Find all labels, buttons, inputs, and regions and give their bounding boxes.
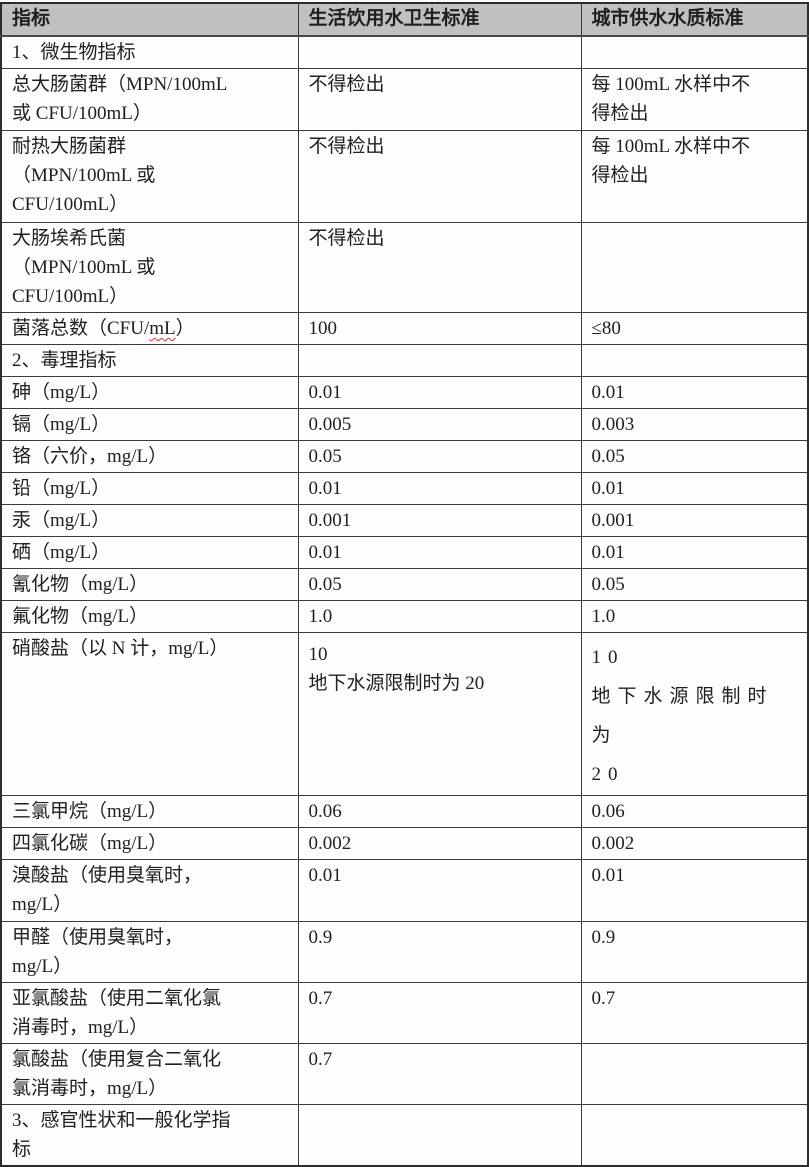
- drinking-water-standard-cell: 10 地下水源限制时为 20: [297, 632, 582, 796]
- indicator-cell: 溴酸盐（使用臭氧时， mg/L）: [0, 859, 299, 922]
- table-body: 1、微生物指标 总大肠菌群（MPN/100mL 或 CFU/100mL） 不得检…: [0, 35, 809, 1167]
- city-water-standard-cell: 每 100mL 水样中不 得检出: [580, 130, 809, 223]
- col-header-city-water-standard: 城市供水水质标准: [580, 2, 809, 37]
- drinking-water-standard-cell: 0.05: [297, 568, 582, 601]
- city-water-standard-cell: 0.7: [580, 982, 809, 1044]
- drinking-water-standard-cell: 0.01: [297, 376, 582, 409]
- section-title: 1、微生物指标: [0, 35, 299, 69]
- table-row: 总大肠菌群（MPN/100mL 或 CFU/100mL） 不得检出 每 100m…: [0, 68, 809, 131]
- city-water-standard-cell: [580, 1104, 809, 1167]
- indicator-cell: 砷（mg/L）: [0, 376, 299, 409]
- city-water-standard-cell: 每 100mL 水样中不 得检出: [580, 68, 809, 131]
- table-row: 硒（mg/L） 0.01 0.01: [0, 536, 809, 569]
- city-water-standard-cell: 10 地下水源限制时为 20: [580, 632, 809, 796]
- drinking-water-standard-cell: 不得检出: [297, 130, 582, 223]
- indicator-cell: 硒（mg/L）: [0, 536, 299, 569]
- indicator-cell: 汞（mg/L）: [0, 504, 299, 537]
- drinking-water-standard-cell: 100: [297, 312, 582, 345]
- indicator-cell: 甲醛（使用臭氧时， mg/L）: [0, 921, 299, 983]
- city-water-standard-cell: 0.001: [580, 504, 809, 537]
- indicator-cell: 三氯甲烷（mg/L）: [0, 795, 299, 828]
- table-row: 氟化物（mg/L） 1.0 1.0: [0, 600, 809, 633]
- drinking-water-standard-cell: 0.7: [297, 1043, 582, 1105]
- drinking-water-standard-cell: 0.06: [297, 795, 582, 828]
- table-header: 指标 生活饮用水卫生标准 城市供水水质标准: [0, 2, 809, 37]
- city-water-standard-cell: 0.05: [580, 568, 809, 601]
- table-row: 铅（mg/L） 0.01 0.01: [0, 472, 809, 505]
- table-row: 镉（mg/L） 0.005 0.003: [0, 408, 809, 441]
- table-row: 亚氯酸盐（使用二氧化氯 消毒时，mg/L） 0.7 0.7: [0, 982, 809, 1044]
- drinking-water-standard-cell: 0.9: [297, 921, 582, 983]
- drinking-water-standard-cell: 0.7: [297, 982, 582, 1044]
- col-header-drinking-water-standard: 生活饮用水卫生标准: [297, 2, 582, 37]
- drinking-water-standard-cell: 0.01: [297, 536, 582, 569]
- city-water-standard-cell: [580, 1043, 809, 1105]
- indicator-cell: 亚氯酸盐（使用二氧化氯 消毒时，mg/L）: [0, 982, 299, 1044]
- indicator-cell: 氟化物（mg/L）: [0, 600, 299, 633]
- city-water-standard-cell: 0.01: [580, 472, 809, 505]
- drinking-water-standard-cell: 不得检出: [297, 222, 582, 313]
- city-water-standard-cell: [580, 222, 809, 313]
- table-row: 氰化物（mg/L） 0.05 0.05: [0, 568, 809, 601]
- table-row: 溴酸盐（使用臭氧时， mg/L） 0.01 0.01: [0, 859, 809, 922]
- drinking-water-standard-cell: 1.0: [297, 600, 582, 633]
- drinking-water-standard-cell: 0.001: [297, 504, 582, 537]
- city-water-standard-cell: 0.01: [580, 376, 809, 409]
- table-row: 四氯化碳（mg/L） 0.002 0.002: [0, 827, 809, 860]
- city-water-standard-cell: 0.9: [580, 921, 809, 983]
- section-title: 2、毒理指标: [0, 344, 299, 377]
- section-row-sensory: 3、感官性状和一般化学指 标: [0, 1104, 809, 1167]
- table-row: 氯酸盐（使用复合二氧化 氯消毒时，mg/L） 0.7: [0, 1043, 809, 1105]
- city-water-standard-cell: 0.003: [580, 408, 809, 441]
- table-row: 汞（mg/L） 0.001 0.001: [0, 504, 809, 537]
- spellcheck-underline: mL: [149, 318, 176, 339]
- drinking-water-standard-cell: 0.005: [297, 408, 582, 441]
- section-row-toxicological: 2、毒理指标: [0, 344, 809, 377]
- city-water-standard-cell: ≤80: [580, 312, 809, 345]
- indicator-text: ）: [175, 318, 195, 339]
- indicator-text: 菌落总数（CFU/: [12, 318, 150, 339]
- drinking-water-standard-cell: 不得检出: [297, 68, 582, 131]
- drinking-water-standard-cell: 0.002: [297, 827, 582, 860]
- drinking-water-standard-cell: 0.05: [297, 440, 582, 473]
- table-row: 耐热大肠菌群 （MPN/100mL 或 CFU/100mL） 不得检出 每 10…: [0, 130, 809, 223]
- table-row: 砷（mg/L） 0.01 0.01: [0, 376, 809, 409]
- section-title: 3、感官性状和一般化学指 标: [0, 1104, 299, 1167]
- header-row: 指标 生活饮用水卫生标准 城市供水水质标准: [0, 2, 809, 37]
- city-water-standard-cell: 0.002: [580, 827, 809, 860]
- indicator-cell: 四氯化碳（mg/L）: [0, 827, 299, 860]
- city-water-standard-cell: 0.01: [580, 859, 809, 922]
- table-row: 甲醛（使用臭氧时， mg/L） 0.9 0.9: [0, 921, 809, 983]
- indicator-cell: 氰化物（mg/L）: [0, 568, 299, 601]
- drinking-water-standard-cell: [297, 344, 582, 377]
- indicator-cell: 镉（mg/L）: [0, 408, 299, 441]
- indicator-cell: 铅（mg/L）: [0, 472, 299, 505]
- table-row: 三氯甲烷（mg/L） 0.06 0.06: [0, 795, 809, 828]
- drinking-water-standard-cell: 0.01: [297, 859, 582, 922]
- city-water-standard-cell: [580, 344, 809, 377]
- indicator-cell: 总大肠菌群（MPN/100mL 或 CFU/100mL）: [0, 68, 299, 131]
- city-water-standard-cell: 1.0: [580, 600, 809, 633]
- indicator-cell: 氯酸盐（使用复合二氧化 氯消毒时，mg/L）: [0, 1043, 299, 1105]
- city-water-standard-cell: 0.06: [580, 795, 809, 828]
- table-row: 铬（六价，mg/L） 0.05 0.05: [0, 440, 809, 473]
- city-water-standard-cell: 0.01: [580, 536, 809, 569]
- table-row: 大肠埃希氏菌 （MPN/100mL 或 CFU/100mL） 不得检出: [0, 222, 809, 313]
- col-header-indicator: 指标: [0, 2, 299, 37]
- indicator-cell: 耐热大肠菌群 （MPN/100mL 或 CFU/100mL）: [0, 130, 299, 223]
- drinking-water-standard-cell: [297, 1104, 582, 1167]
- table-row: 硝酸盐（以 N 计，mg/L） 10 地下水源限制时为 20 10 地下水源限制…: [0, 632, 809, 796]
- table-row: 菌落总数（CFU/mL） 100 ≤80: [0, 312, 809, 345]
- indicator-cell: 硝酸盐（以 N 计，mg/L）: [0, 632, 299, 796]
- city-water-standard-cell: [580, 35, 809, 69]
- indicator-cell: 菌落总数（CFU/mL）: [0, 312, 299, 345]
- drinking-water-standard-cell: 0.01: [297, 472, 582, 505]
- indicator-cell: 大肠埃希氏菌 （MPN/100mL 或 CFU/100mL）: [0, 222, 299, 313]
- section-row-microbial: 1、微生物指标: [0, 35, 809, 69]
- city-water-standard-cell: 0.05: [580, 440, 809, 473]
- indicator-cell: 铬（六价，mg/L）: [0, 440, 299, 473]
- drinking-water-standard-cell: [297, 35, 582, 69]
